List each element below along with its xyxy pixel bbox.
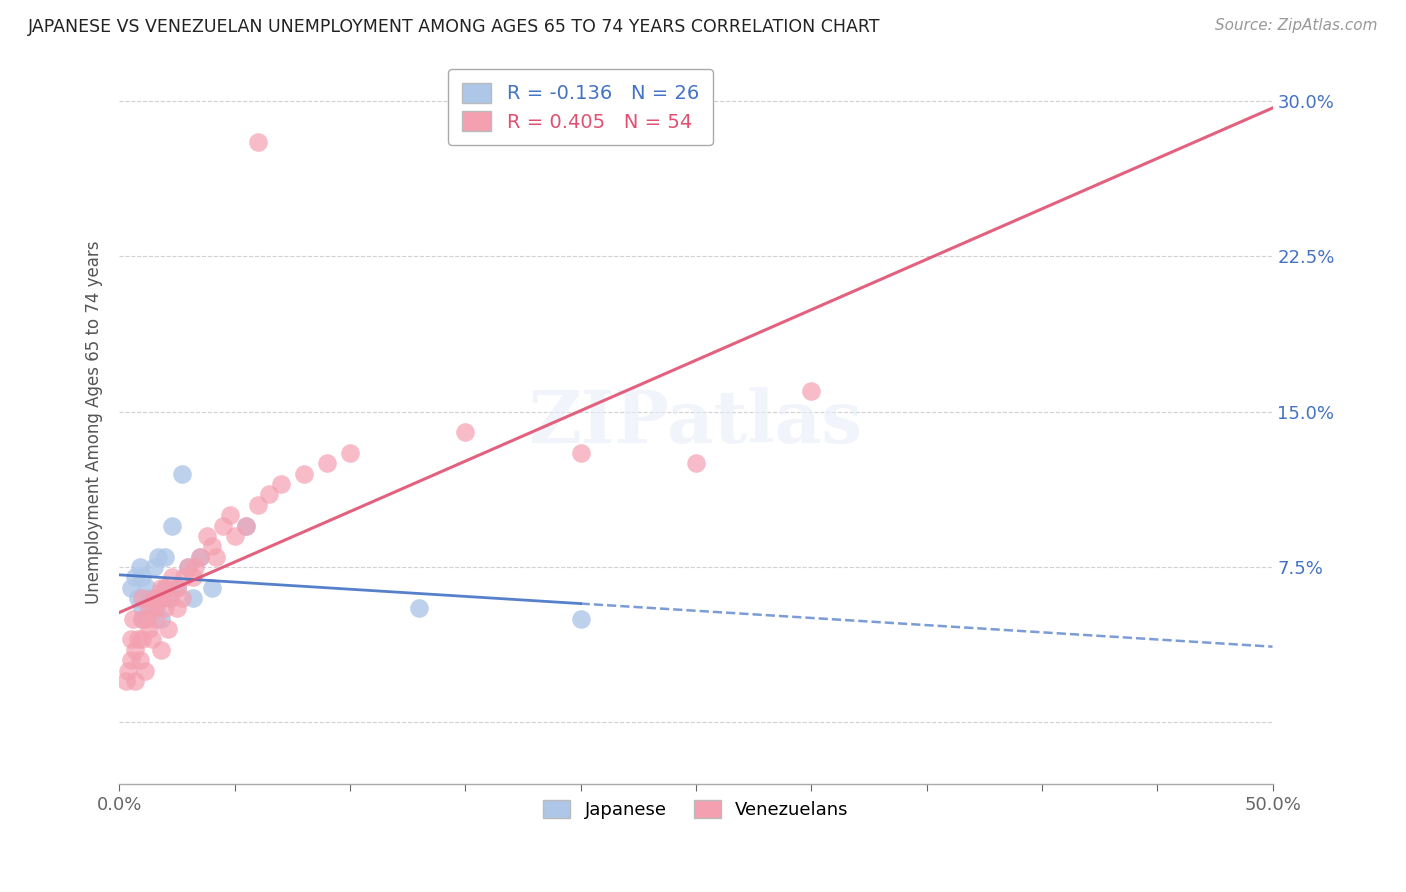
Point: [315, 457, 337, 471]
Point: [200, 581, 222, 595]
Point: [145, 601, 167, 615]
Point: [138, 622, 160, 636]
Point: [155, 581, 177, 595]
Point: [152, 591, 174, 605]
Point: [155, 581, 177, 595]
Point: [292, 467, 315, 481]
Point: [149, 642, 172, 657]
Point: [800, 384, 823, 398]
Point: [142, 601, 165, 615]
Point: [200, 539, 222, 553]
Point: [569, 446, 592, 460]
Point: [142, 560, 165, 574]
Point: [120, 581, 142, 595]
Point: [115, 673, 138, 688]
Point: [145, 612, 167, 626]
Point: [122, 612, 145, 626]
Point: [224, 529, 246, 543]
Point: [181, 570, 204, 584]
Point: [188, 549, 211, 564]
Point: [120, 653, 142, 667]
Point: [235, 518, 257, 533]
Y-axis label: Unemployment Among Ages 65 to 74 years: Unemployment Among Ages 65 to 74 years: [86, 240, 103, 604]
Point: [131, 591, 153, 605]
Point: [134, 664, 156, 678]
Point: [170, 467, 193, 481]
Point: [569, 612, 592, 626]
Point: [170, 591, 193, 605]
Point: [685, 457, 707, 471]
Point: [177, 560, 200, 574]
Point: [148, 591, 170, 605]
Point: [181, 591, 204, 605]
Point: [156, 622, 179, 636]
Point: [177, 560, 200, 574]
Point: [257, 487, 280, 501]
Point: [162, 570, 184, 584]
Point: [127, 591, 149, 605]
Point: [270, 477, 292, 491]
Point: [127, 632, 149, 647]
Point: [184, 560, 207, 574]
Point: [129, 560, 152, 574]
Point: [195, 529, 218, 543]
Point: [212, 518, 235, 533]
Point: [173, 570, 195, 584]
Point: [131, 612, 153, 626]
Point: [129, 653, 152, 667]
Point: [235, 518, 257, 533]
Point: [454, 425, 477, 440]
Point: [408, 601, 430, 615]
Point: [149, 612, 172, 626]
Point: [131, 632, 153, 647]
Point: [138, 601, 160, 615]
Point: [141, 632, 163, 647]
Legend: Japanese, Venezuelans: Japanese, Venezuelans: [536, 792, 856, 826]
Point: [219, 508, 242, 523]
Point: [162, 518, 184, 533]
Text: ZIPatlas: ZIPatlas: [529, 386, 863, 458]
Point: [339, 446, 361, 460]
Point: [155, 601, 177, 615]
Point: [124, 642, 146, 657]
Point: [138, 591, 160, 605]
Point: [149, 581, 172, 595]
Point: [159, 591, 181, 605]
Point: [131, 601, 153, 615]
Point: [124, 570, 146, 584]
Text: JAPANESE VS VENEZUELAN UNEMPLOYMENT AMONG AGES 65 TO 74 YEARS CORRELATION CHART: JAPANESE VS VENEZUELAN UNEMPLOYMENT AMON…: [28, 18, 880, 36]
Point: [136, 612, 159, 626]
Point: [148, 549, 170, 564]
Point: [159, 591, 181, 605]
Point: [131, 612, 153, 626]
Point: [166, 601, 188, 615]
Point: [166, 581, 188, 595]
Text: Source: ZipAtlas.com: Source: ZipAtlas.com: [1215, 18, 1378, 33]
Point: [246, 498, 269, 512]
Point: [166, 581, 188, 595]
Point: [124, 673, 146, 688]
Point: [142, 591, 165, 605]
Point: [155, 549, 177, 564]
Point: [136, 581, 159, 595]
Point: [120, 632, 142, 647]
Point: [246, 136, 269, 150]
Point: [131, 570, 153, 584]
Point: [205, 549, 228, 564]
Point: [117, 664, 139, 678]
Point: [188, 549, 211, 564]
